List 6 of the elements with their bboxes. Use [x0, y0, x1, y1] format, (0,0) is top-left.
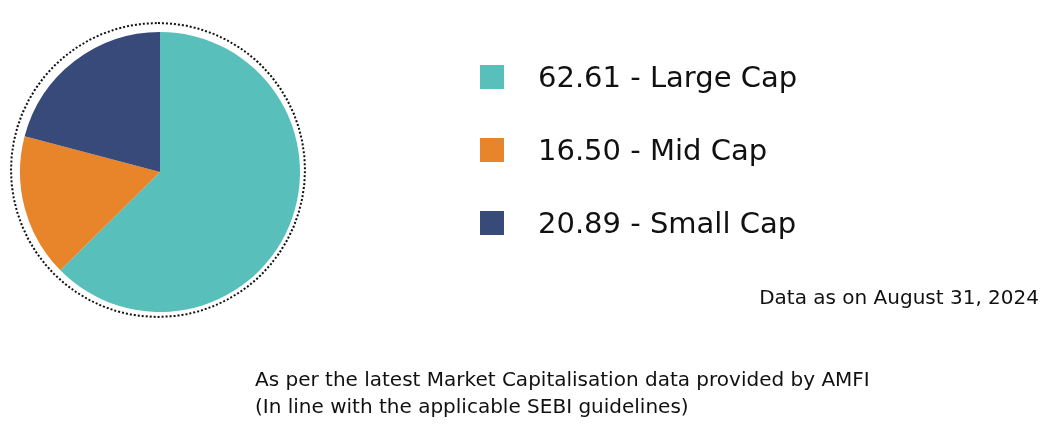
text: Data as on August 31, 2024	[759, 285, 1039, 309]
text: As per the latest Market Capitalisation data provided by AMFI	[255, 366, 870, 393]
text: (In line with the applicable SEBI guidelines)	[255, 393, 690, 420]
legend-label: 16.50 - Mid Cap	[538, 132, 768, 167]
legend-label: 62.61 - Large Cap	[538, 59, 798, 94]
legend-label: 20.89 - Small Cap	[538, 205, 797, 240]
